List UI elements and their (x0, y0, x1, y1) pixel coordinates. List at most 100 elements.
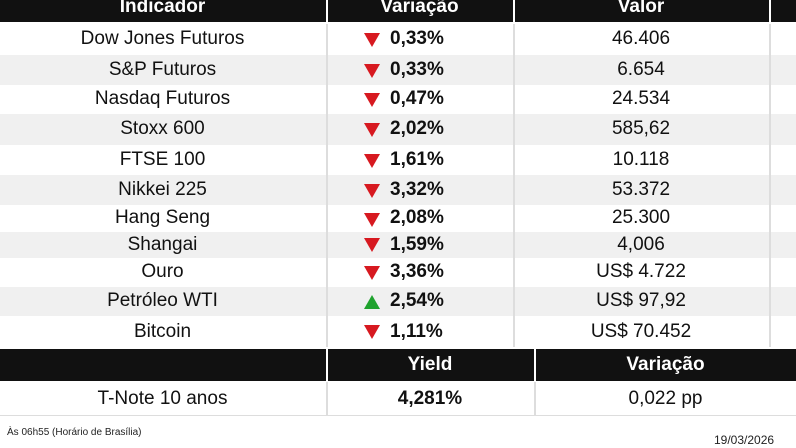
arrow-up (364, 295, 380, 309)
change-value: 2,54% (390, 290, 444, 312)
column-divider (769, 114, 771, 145)
column-divider (326, 316, 328, 347)
column-divider (326, 382, 328, 415)
indicator-name: Nasdaq Futuros (94, 88, 231, 110)
index-value: 46.406 (611, 28, 671, 50)
column-divider (513, 84, 515, 114)
index-value: 6.654 (617, 58, 665, 80)
column-divider (769, 204, 771, 232)
column-divider (326, 84, 328, 114)
change-value: 2,02% (390, 118, 444, 140)
row-background (0, 258, 796, 287)
change-value: 3,32% (390, 178, 444, 200)
change-value: 1,59% (390, 233, 444, 255)
arrow-down (364, 64, 380, 78)
column-divider (326, 54, 328, 85)
column-divider (513, 286, 515, 316)
column-divider (513, 54, 515, 85)
indicator-name: S&P Futuros (108, 58, 217, 80)
column-divider (769, 54, 771, 85)
change-value: 1,61% (390, 148, 444, 170)
arrow-shape (364, 213, 380, 227)
column-divider (769, 84, 771, 114)
column-divider (326, 24, 328, 55)
arrow-shape (364, 93, 380, 107)
header-bar (0, 349, 796, 381)
header-divider (326, 0, 328, 22)
row-background (0, 231, 796, 258)
bond-change: 0,022 pp (628, 387, 703, 409)
column-divider (326, 114, 328, 145)
arrow-shape (364, 325, 380, 339)
arrow-down (364, 154, 380, 168)
index-value: 25.300 (611, 207, 671, 228)
indicator-name: Shangai (127, 233, 198, 255)
indicator-name: Bitcoin (133, 320, 192, 342)
column-divider (326, 175, 328, 205)
row-background (0, 24, 796, 55)
column-divider (769, 286, 771, 316)
column-divider (513, 316, 515, 347)
column-divider (513, 114, 515, 145)
row-background (0, 316, 796, 347)
column-divider (513, 258, 515, 287)
index-value: 10.118 (612, 148, 670, 170)
indicator-name: Dow Jones Futuros (80, 28, 245, 50)
header-cell: Valor (617, 0, 665, 17)
index-value: US$ 70.452 (590, 320, 692, 342)
column-divider (326, 204, 328, 232)
arrow-shape (364, 238, 380, 252)
column-divider (326, 286, 328, 316)
change-value: 3,36% (390, 261, 444, 283)
arrow-down (364, 213, 380, 227)
arrow-shape (364, 154, 380, 168)
change-value: 0,33% (390, 28, 444, 50)
arrow-down (364, 33, 380, 47)
footer-date: 19/03/2026 (714, 433, 775, 447)
column-divider (769, 258, 771, 287)
header-cell: Variação (380, 0, 459, 17)
column-divider (769, 231, 771, 258)
column-divider (769, 24, 771, 55)
index-value: 585,62 (611, 118, 671, 140)
arrow-shape (364, 184, 380, 198)
indicator-name: Nikkei 225 (118, 178, 207, 200)
index-value: 4,006 (617, 233, 665, 255)
arrow-down (364, 93, 380, 107)
arrow-down (364, 325, 380, 339)
index-value: US$ 4.722 (596, 261, 686, 283)
row-background (0, 114, 796, 145)
header-divider (769, 0, 771, 22)
column-divider (769, 175, 771, 205)
arrow-shape (364, 64, 380, 78)
row-background (0, 54, 796, 85)
indicator-name: Hang Seng (114, 207, 211, 228)
change-value: 0,47% (390, 88, 444, 110)
arrow-down (364, 184, 380, 198)
change-value: 2,08% (390, 207, 444, 228)
header-cell: Yield (407, 354, 453, 375)
index-value: 53.372 (611, 178, 671, 200)
row-background (0, 286, 796, 316)
arrow-down (364, 238, 380, 252)
indicator-name: Ouro (141, 261, 184, 283)
arrow-shape (364, 295, 380, 309)
arrow-shape (364, 33, 380, 47)
row-background (0, 175, 796, 205)
header-divider (326, 349, 328, 381)
column-divider (326, 258, 328, 287)
change-value: 1,11% (390, 320, 443, 342)
bond-name: T-Note 10 anos (97, 387, 228, 409)
footer-time: Às 06h55 (Horário de Brasília) (7, 427, 142, 438)
column-divider (534, 382, 536, 415)
header-bar (0, 0, 796, 22)
column-divider (769, 316, 771, 347)
indicator-name: Stoxx 600 (120, 118, 205, 140)
change-value: 0,33% (390, 58, 444, 80)
column-divider (513, 175, 515, 205)
header-cell: Variação (626, 354, 705, 375)
header-divider (513, 0, 515, 22)
column-divider (326, 144, 328, 175)
arrow-down (364, 266, 380, 280)
